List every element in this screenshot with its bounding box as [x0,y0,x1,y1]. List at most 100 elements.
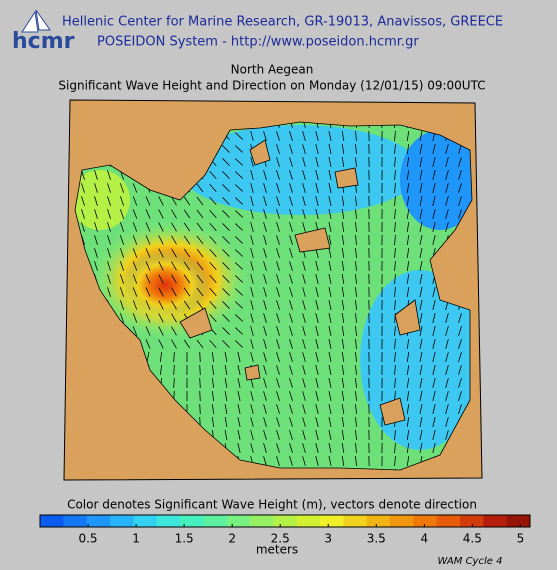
direction-vector [419,196,423,206]
direction-vector [224,391,228,401]
direction-vector [394,221,396,233]
direction-vector [315,131,319,141]
direction-vector [355,143,357,155]
direction-vector [419,339,423,349]
direction-vector [171,261,177,271]
direction-vector [419,248,423,258]
direction-vector [289,378,293,388]
direction-vector [119,261,125,271]
direction-vector [458,196,462,206]
direction-vector [445,326,449,336]
colorbar-tick-label: 1.5 [175,532,194,546]
direction-vector [250,157,254,167]
direction-vector [315,339,319,349]
direction-vector [341,287,345,297]
direction-vector [394,377,396,389]
direction-vector [328,209,332,219]
direction-vector [276,430,280,440]
colorbar-segment [413,515,438,527]
direction-vector [132,222,138,232]
direction-vector [222,145,230,153]
direction-vector [394,234,396,246]
direction-vector [328,248,332,258]
direction-vector [276,157,280,167]
direction-vector [171,326,177,336]
direction-vector [341,378,345,388]
direction-vector [199,377,201,389]
direction-vector [328,417,332,427]
colorbar-segment [343,515,368,527]
direction-vector [419,326,423,336]
direction-vector [458,391,462,401]
direction-vector [183,274,191,284]
direction-vector [196,209,204,219]
direction-vector [132,300,138,310]
direction-vector [212,364,214,376]
direction-vector [132,326,138,336]
direction-vector [328,183,332,193]
direction-vector [328,313,332,323]
direction-vector [355,377,357,389]
direction-vector [222,262,230,270]
direction-vector [445,144,449,154]
direction-vector [237,391,241,401]
direction-vector [199,351,201,363]
direction-vector [276,209,280,219]
direction-vector [119,235,125,245]
direction-vector [145,274,151,284]
colorbar-segment [483,515,508,527]
direction-vector [419,287,423,297]
direction-vector [458,378,462,388]
header-line: Hellenic Center for Marine Research, GR-… [62,15,503,30]
direction-vector [302,209,306,219]
direction-vector [119,274,125,284]
direction-vector [222,171,230,179]
direction-vector [445,378,449,388]
direction-vector [355,364,357,376]
direction-vector [132,313,138,323]
direction-vector [406,429,410,441]
direction-vector [406,221,410,233]
direction-vector [445,183,449,193]
direction-vector [276,417,280,427]
direction-vector [432,144,436,154]
direction-vector [107,235,111,245]
direction-vector [107,209,111,219]
direction-vector [302,404,306,414]
direction-vector [394,442,396,454]
direction-vector [328,456,332,466]
direction-vector [235,236,243,244]
direction-vector [315,352,319,362]
direction-vector [263,196,267,206]
direction-vector [394,429,396,441]
direction-vector [250,339,254,349]
direction-vector [289,404,293,414]
colorbar-label: Color denotes Significant Wave Height (m… [67,498,477,512]
direction-vector [341,404,345,414]
direction-vector [81,222,85,232]
direction-vector [419,170,423,180]
direction-vector [183,339,191,349]
direction-vector [250,261,254,271]
direction-vector [173,377,175,389]
direction-vector [224,365,228,375]
colorbar-tick-label: 3.5 [367,532,386,546]
direction-vector [341,443,345,453]
direction-vector [419,300,423,310]
header-line: POSEIDON System - http://www.poseidon.hc… [97,35,419,50]
direction-vector [394,273,396,285]
direction-vector [158,274,164,284]
direction-vector [419,352,423,362]
direction-vector [94,248,98,258]
direction-vector [341,417,345,427]
direction-vector [445,339,449,349]
direction-vector [158,339,164,349]
direction-vector [171,222,177,232]
direction-vector [458,365,462,375]
colorbar-tick-label: 5 [517,532,525,546]
direction-vector [341,391,345,401]
direction-vector [222,288,230,296]
direction-vector [341,456,345,466]
direction-vector [328,261,332,271]
direction-vector [171,313,177,323]
